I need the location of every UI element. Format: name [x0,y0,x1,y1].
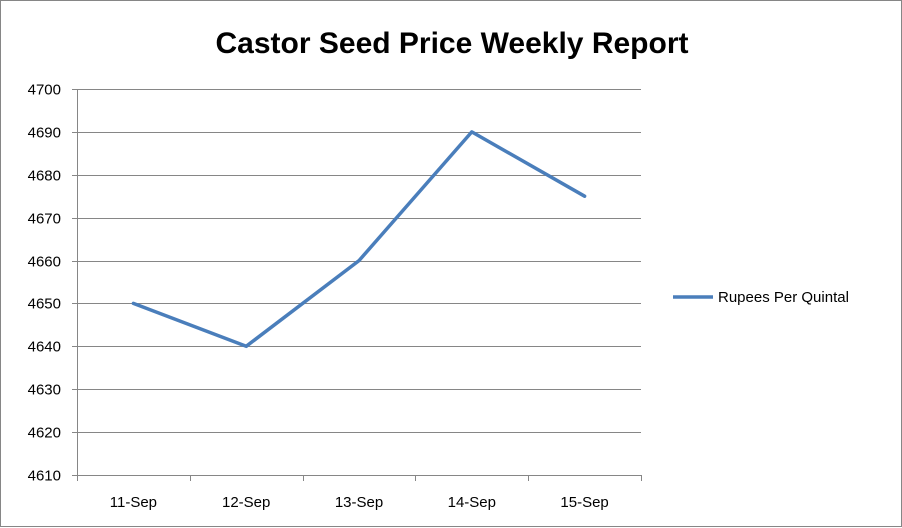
y-tick-label: 4700 [28,82,61,99]
axes [77,89,642,481]
gridlines [72,90,641,476]
y-tick-label: 4620 [28,425,61,442]
x-tick-label: 15-Sep [560,494,608,511]
x-axis-tick-labels: 11-Sep 12-Sep 13-Sep 14-Sep 15-Sep [110,494,609,511]
x-tick-label: 12-Sep [222,494,270,511]
data-series [133,132,584,347]
legend-label: Rupees Per Quintal [718,289,849,306]
y-tick-label: 4690 [28,125,61,142]
chart-title: Castor Seed Price Weekly Report [216,27,689,60]
y-tick-label: 4630 [28,382,61,399]
y-tick-label: 4640 [28,339,61,356]
y-tick-label: 4660 [28,254,61,271]
y-tick-label: 4650 [28,296,61,313]
legend: Rupees Per Quintal [673,289,849,306]
series-line [133,132,584,346]
y-tick-label: 4670 [28,211,61,228]
y-tick-label: 4680 [28,168,61,185]
x-tick-label: 14-Sep [448,494,496,511]
y-tick-label: 4610 [28,468,61,485]
x-tick-label: 11-Sep [110,494,157,511]
y-axis-tick-labels: 4610 4620 4630 4640 4650 4660 4670 4680 4690 4700 [28,82,61,485]
x-tick-label: 13-Sep [335,494,383,511]
